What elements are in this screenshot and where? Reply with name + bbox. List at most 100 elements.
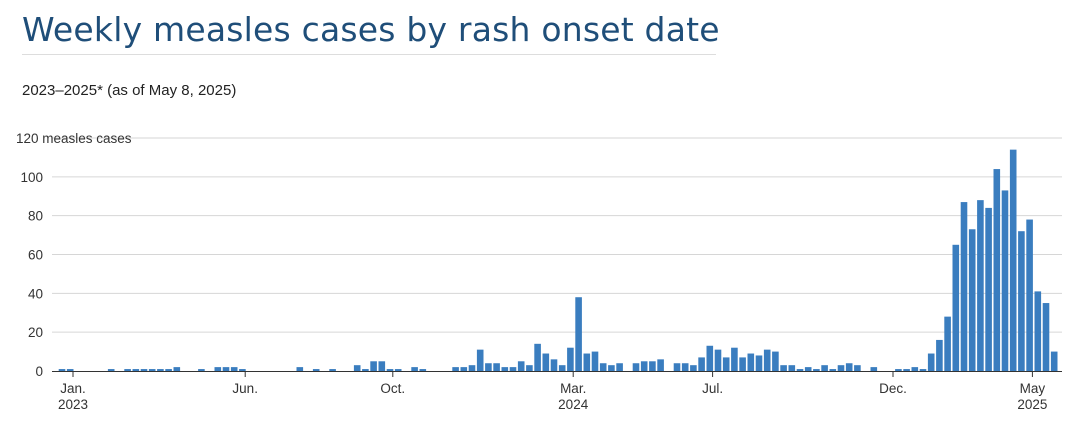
bar [788,365,796,371]
bar [239,369,246,371]
bar [657,359,664,371]
bar [944,316,951,371]
bar [731,347,738,371]
bar [780,365,787,371]
bar [419,369,427,371]
bar [230,367,238,371]
bar [378,361,386,371]
bar [813,369,820,371]
bar [362,369,369,371]
y-tick-label: 120 measles cases [16,131,132,146]
x-tick-label: Jan. [60,381,86,396]
title-divider [22,54,716,55]
bar [870,367,878,371]
bar [394,369,402,371]
bar [1018,231,1025,371]
bar [1009,149,1017,371]
bar [550,359,558,371]
bar [739,357,746,371]
bar [591,351,599,371]
bar [583,353,591,371]
x-tick-label: Oct. [380,381,405,396]
bar [509,367,517,371]
bar [558,365,566,371]
bar [353,365,361,371]
x-tick-label: Jul. [702,381,723,396]
bar [411,367,418,371]
bar [616,363,623,371]
bar [763,349,771,371]
x-tick-label: Jun. [232,381,258,396]
bar [157,369,164,371]
bar [632,363,640,371]
bar [501,367,509,371]
bar [517,361,525,371]
bar [673,363,681,371]
y-tick-label: 0 [35,364,43,379]
bar [854,365,861,371]
bar [173,367,181,371]
bar [222,367,230,371]
bar [821,365,828,371]
bar [124,369,131,371]
bar [526,365,533,371]
bar [714,349,722,371]
bar [312,369,320,371]
bar [698,357,705,371]
bar [132,369,140,371]
y-tick-label: 40 [28,286,43,301]
bar [214,367,222,371]
bar [1026,219,1033,371]
bar [903,369,910,371]
bar [165,369,172,371]
bar [58,369,66,371]
x-tick-year: 2025 [1017,397,1047,412]
bar [608,365,615,371]
bar [952,244,960,371]
bar [977,200,984,371]
x-tick-year: 2024 [558,397,589,412]
bar [296,367,304,371]
bar [575,297,582,371]
chart-subtitle: 2023–2025* (as of May 8, 2025) [22,82,237,99]
bar [681,363,689,371]
bar [919,369,927,371]
bar [747,353,755,371]
bar [895,369,902,371]
y-tick-label: 60 [28,248,43,263]
bar [690,365,697,371]
chart-title: Weekly measles cases by rash onset date [22,10,720,49]
bar [1034,291,1042,371]
bar [968,229,976,371]
bar [493,363,500,371]
bar [1050,351,1058,371]
bar [772,351,779,371]
bar [386,369,394,371]
y-tick-label: 100 [20,170,43,185]
bar [911,367,919,371]
bar [927,353,935,371]
bar [936,339,943,371]
bar [460,367,468,371]
bar [985,207,992,371]
x-tick-label: Dec. [879,381,907,396]
bar [452,367,459,371]
bar [640,361,648,371]
bar [468,365,476,371]
bar [845,363,853,371]
bar [722,357,730,371]
bar [534,343,541,371]
bar [148,369,156,371]
bar [567,347,574,371]
bar [837,365,845,371]
x-tick-year: 2023 [58,397,88,412]
bar [1042,303,1050,371]
bar [198,369,205,371]
bar [796,369,804,371]
bar [140,369,148,371]
bar [329,369,336,371]
bar [107,369,115,371]
bar [476,349,484,371]
bar [370,361,377,371]
bar [706,345,714,371]
